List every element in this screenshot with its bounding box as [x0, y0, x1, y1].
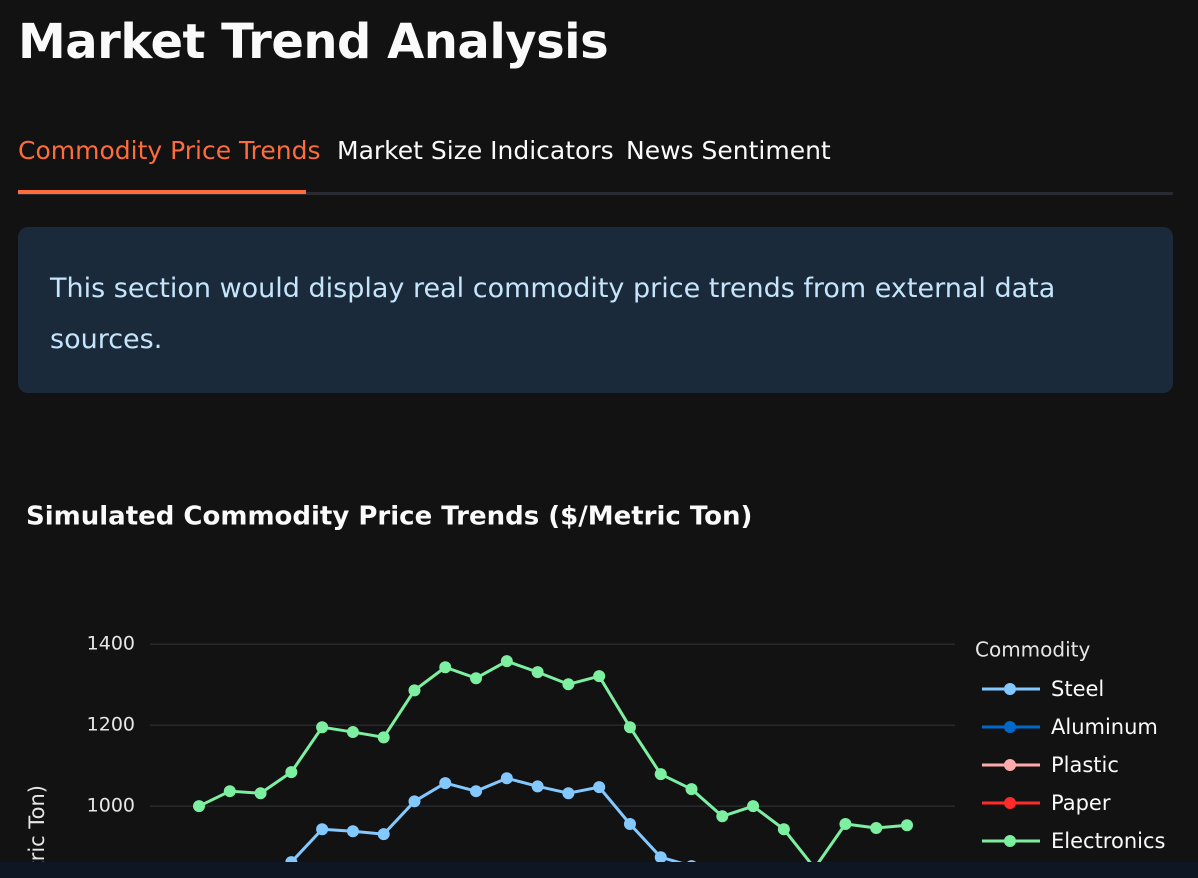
data-point — [408, 795, 421, 808]
info-box: This section would display real commodit… — [18, 227, 1173, 393]
tab-underline — [18, 190, 306, 194]
data-point — [747, 800, 760, 813]
tab[interactable]: News Sentiment — [626, 136, 831, 165]
legend-marker — [1004, 721, 1016, 733]
legend-marker — [1004, 797, 1016, 809]
legend-marker — [1004, 835, 1016, 847]
data-point — [531, 780, 544, 793]
data-point — [901, 819, 913, 832]
data-point — [593, 781, 606, 794]
data-point — [654, 768, 667, 781]
legend-label: Paper — [1051, 791, 1111, 815]
legend-title: Commodity — [975, 638, 1090, 662]
data-point — [439, 661, 452, 674]
tab[interactable]: Market Size Indicators — [337, 136, 614, 165]
data-point — [623, 721, 636, 734]
data-point — [285, 766, 298, 779]
legend-marker — [1004, 759, 1016, 771]
data-point — [316, 721, 329, 734]
data-point — [470, 672, 483, 685]
legend-marker — [1004, 683, 1016, 695]
data-point — [870, 822, 883, 835]
series-line — [229, 776, 705, 878]
y-tick-label: 1400 — [87, 633, 135, 655]
legend-label: Plastic — [1051, 753, 1119, 777]
series-line — [198, 659, 908, 870]
data-point — [223, 785, 236, 798]
chart-title: Simulated Commodity Price Trends ($/Metr… — [26, 502, 752, 532]
data-point — [685, 783, 698, 796]
page-title: Market Trend Analysis — [18, 14, 609, 70]
tab-bar: Commodity Price Trends Market Size Indic… — [18, 130, 1173, 195]
data-point — [593, 670, 606, 683]
data-point — [839, 817, 852, 830]
data-point — [470, 785, 483, 798]
y-tick-label: 1000 — [87, 795, 135, 817]
legend-label: Steel — [1051, 677, 1104, 701]
legend-label: Electronics — [1051, 829, 1165, 853]
data-point — [562, 678, 575, 691]
bottom-bar — [0, 862, 1198, 878]
data-point — [439, 777, 452, 790]
data-point — [531, 666, 544, 679]
data-point — [346, 825, 359, 838]
data-point — [777, 823, 790, 836]
data-point — [623, 817, 636, 830]
data-point — [193, 800, 205, 813]
data-point — [408, 684, 421, 697]
tab[interactable]: Commodity Price Trends — [18, 136, 321, 165]
data-point — [716, 810, 729, 823]
data-point — [500, 655, 513, 668]
data-point — [654, 851, 667, 864]
data-point — [254, 787, 267, 800]
legend-label: Aluminum — [1051, 715, 1158, 739]
data-point — [346, 726, 359, 739]
data-point — [562, 787, 575, 800]
info-text: This section would display real commodit… — [50, 273, 1056, 355]
data-point — [500, 772, 513, 785]
data-point — [377, 828, 390, 841]
y-tick-label: 1200 — [87, 714, 135, 736]
data-point — [377, 731, 390, 744]
data-point — [316, 823, 329, 836]
